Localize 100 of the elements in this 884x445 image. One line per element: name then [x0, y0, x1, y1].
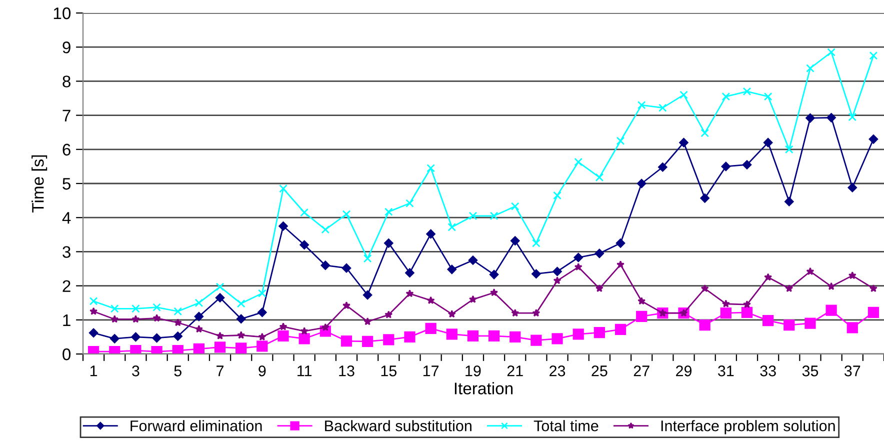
point — [700, 128, 709, 138]
point — [298, 333, 310, 344]
point — [342, 210, 351, 218]
point — [804, 318, 816, 329]
x-tick-label: 31 — [718, 366, 734, 376]
point — [806, 64, 814, 72]
point — [595, 284, 604, 292]
x-tick-label: 5 — [174, 366, 182, 376]
legend-label: Backward substitution — [325, 420, 472, 432]
legend-label: Total time — [534, 420, 598, 432]
point — [321, 225, 330, 234]
point — [721, 162, 731, 172]
point — [258, 308, 267, 318]
point — [384, 310, 393, 318]
point — [511, 308, 520, 317]
point — [152, 303, 161, 312]
x-tick-label: 33 — [760, 366, 776, 376]
point — [194, 324, 203, 333]
y-tick-label: 8 — [62, 76, 70, 88]
point — [552, 333, 563, 344]
point — [383, 334, 394, 346]
point — [364, 317, 372, 326]
point — [763, 138, 773, 148]
point — [131, 332, 140, 342]
x-tick-label: 25 — [592, 366, 608, 376]
point — [762, 315, 774, 326]
point — [510, 202, 520, 211]
legend-label: Interface problem solution — [661, 420, 835, 434]
point — [552, 266, 562, 276]
point — [826, 113, 836, 122]
point — [636, 310, 648, 322]
point — [574, 262, 582, 271]
point — [130, 345, 142, 354]
y-axis-title: Time [s] — [32, 155, 48, 212]
point — [468, 256, 478, 265]
point — [214, 342, 226, 353]
point — [490, 212, 498, 220]
point — [616, 260, 625, 268]
point — [132, 304, 140, 313]
point — [742, 87, 752, 96]
y-tick-label: 10 — [54, 7, 71, 20]
x-tick-label: 7 — [216, 366, 224, 376]
x-tick-label: 21 — [507, 366, 523, 376]
point — [174, 318, 182, 326]
point — [110, 334, 120, 344]
point — [236, 299, 246, 308]
point — [722, 300, 730, 308]
point — [720, 308, 732, 319]
point — [152, 314, 161, 322]
point — [193, 343, 204, 354]
point — [448, 310, 456, 318]
point — [279, 184, 288, 193]
point — [132, 315, 140, 323]
point — [699, 319, 710, 331]
point — [321, 323, 330, 331]
point — [300, 326, 308, 335]
y-tick-label: 5 — [62, 178, 70, 190]
point — [258, 289, 266, 298]
point — [510, 331, 521, 343]
point — [488, 330, 500, 342]
point — [447, 264, 457, 274]
point — [572, 328, 584, 340]
point — [216, 332, 224, 340]
point — [784, 196, 794, 206]
point — [530, 334, 542, 346]
point — [320, 260, 330, 270]
point — [741, 306, 753, 318]
point — [679, 138, 688, 148]
point — [237, 331, 246, 339]
point — [848, 112, 857, 122]
y-tick-label: 1 — [63, 314, 70, 326]
y-tick-label: 3 — [62, 246, 70, 258]
point — [448, 222, 456, 232]
point — [806, 113, 815, 123]
point — [764, 273, 772, 281]
point — [384, 238, 394, 248]
point — [637, 100, 646, 110]
point — [300, 208, 308, 217]
point — [700, 194, 710, 203]
point — [258, 332, 266, 340]
point — [742, 160, 752, 170]
point — [722, 92, 730, 101]
point — [278, 330, 289, 342]
point — [827, 48, 836, 56]
point — [110, 304, 119, 313]
point — [426, 296, 435, 304]
point — [467, 330, 479, 342]
point — [88, 328, 98, 338]
y-tick-label: 0 — [62, 348, 71, 360]
x-axis-title: Iteration — [454, 382, 513, 394]
point — [616, 238, 626, 248]
point — [532, 269, 541, 278]
x-tick-label: 3 — [132, 366, 140, 376]
point — [826, 304, 837, 316]
point — [616, 136, 625, 146]
point — [532, 239, 540, 248]
point — [194, 298, 204, 308]
x-tick-label: 35 — [802, 366, 818, 376]
y-tick-label: 9 — [62, 42, 70, 54]
point — [89, 296, 98, 306]
